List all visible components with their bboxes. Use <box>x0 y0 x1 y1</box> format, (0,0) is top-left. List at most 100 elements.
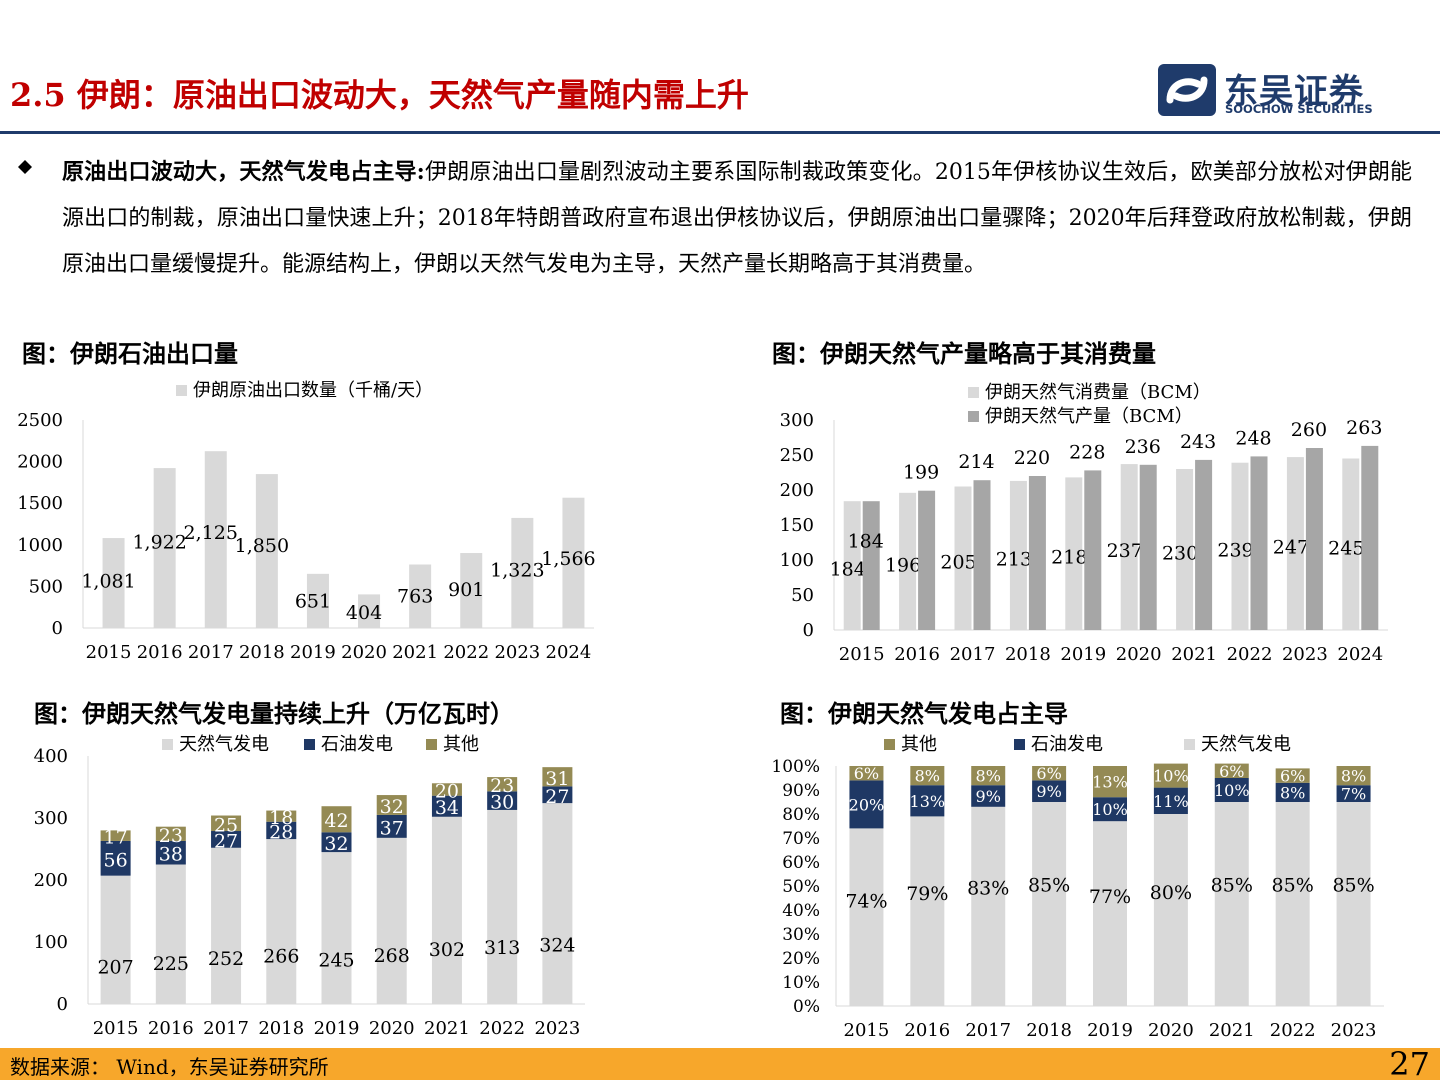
x-tick-label: 2023 <box>1282 644 1328 665</box>
stack-segment <box>376 837 407 1004</box>
data-label: 237 <box>1107 540 1143 562</box>
data-label: 20% <box>849 795 885 814</box>
bar <box>1065 477 1083 630</box>
stack-segment <box>376 814 407 838</box>
stack-segment <box>1093 821 1127 1006</box>
stack-segment <box>1214 763 1249 778</box>
x-tick-label: 2020 <box>369 1018 415 1039</box>
data-label: 13% <box>1092 773 1128 792</box>
data-label: 236 <box>1125 436 1161 458</box>
data-label: 23 <box>490 775 514 797</box>
x-tick-label: 2023 <box>1331 1020 1377 1041</box>
legend-swatch <box>968 411 979 422</box>
y-tick-label: 200 <box>34 870 68 891</box>
data-label: 199 <box>903 462 939 484</box>
stack-segment <box>542 786 573 804</box>
data-label: 85% <box>1332 875 1374 897</box>
y-tick-label: 100 <box>780 550 814 571</box>
bar <box>954 486 972 630</box>
stack-segment <box>211 815 242 832</box>
stack-segment <box>1214 802 1249 1006</box>
x-tick-label: 2016 <box>148 1018 194 1039</box>
stack-segment <box>487 791 518 810</box>
legend-swatch <box>884 739 895 750</box>
bar <box>1028 476 1046 630</box>
data-label: 23 <box>159 825 183 847</box>
data-label: 27 <box>545 786 569 808</box>
bullet-lead: 原油出口波动大，天然气发电占主导: <box>62 159 425 185</box>
bar <box>460 553 483 628</box>
stack-segment <box>1093 797 1127 822</box>
company-logo: 东吴证券 SOOCHOW SECURITIES <box>1158 62 1388 120</box>
stack-segment <box>211 847 242 1004</box>
bar <box>358 594 381 628</box>
y-tick-label: 0% <box>793 997 820 1017</box>
chart-power-share: 0% 10% 20% 30% 40% 50% 60% 70% 80% 90% 100% 2015 201… <box>771 734 1384 1041</box>
data-label: 8% <box>1341 767 1366 786</box>
data-label: 18 <box>269 807 293 829</box>
data-label: 205 <box>940 551 976 573</box>
data-label: 10% <box>1153 767 1189 786</box>
x-tick-label: 2024 <box>546 642 592 663</box>
stack-segment <box>487 809 518 1004</box>
stack-segment <box>971 785 1006 807</box>
legend-label: 石油发电 <box>321 734 393 755</box>
data-label: 85% <box>1272 875 1314 897</box>
bar <box>1139 464 1157 630</box>
legend-swatch <box>162 739 173 750</box>
x-tick-label: 2015 <box>844 1020 890 1041</box>
data-label: 266 <box>263 946 299 968</box>
stack-segment <box>376 795 407 815</box>
y-tick-label: 200 <box>780 480 814 501</box>
stack-segment <box>849 766 884 781</box>
x-tick-label: 2018 <box>258 1018 304 1039</box>
data-label: 247 <box>1273 537 1309 559</box>
x-tick-label: 2019 <box>1060 644 1106 665</box>
data-label: 74% <box>845 890 887 912</box>
bar <box>204 451 227 628</box>
x-tick-label: 2017 <box>188 642 234 663</box>
y-tick-label: 300 <box>780 410 814 431</box>
x-tick-label: 2023 <box>494 642 540 663</box>
data-label: 9% <box>1036 782 1061 801</box>
data-label: 11% <box>1153 792 1189 811</box>
data-label: 77% <box>1089 886 1131 908</box>
stack-segment <box>211 831 242 848</box>
footer-bar: 数据来源： Wind，东吴证券研究所 27 <box>0 1045 1440 1083</box>
data-label: 13% <box>910 792 946 811</box>
data-label: 302 <box>429 939 465 961</box>
bar <box>1176 469 1194 630</box>
data-label: 225 <box>153 953 189 975</box>
y-tick-label: 90% <box>782 781 820 801</box>
stack-segment <box>266 810 297 822</box>
y-tick-label: 100% <box>771 757 820 777</box>
legend-label: 天然气发电 <box>179 734 269 755</box>
data-label: 32 <box>324 833 348 855</box>
data-label: 196 <box>885 554 921 576</box>
y-tick-label: 30% <box>782 925 820 945</box>
bar <box>1120 464 1138 630</box>
data-label: 20 <box>435 780 459 802</box>
chart-oil-exports: 0 500 1000 1500 2000 2500 2015 2016 2017 2018 2019… <box>17 380 595 663</box>
stack-segment <box>155 826 186 841</box>
data-label: 10% <box>1092 800 1128 819</box>
x-tick-label: 2017 <box>950 644 996 665</box>
x-tick-label: 2019 <box>314 1018 360 1039</box>
data-label: 6% <box>1219 762 1244 781</box>
x-tick-label: 2020 <box>1148 1020 1194 1041</box>
stack-segment <box>1153 763 1188 788</box>
stack-segment <box>910 785 945 817</box>
logo-text-en: SOOCHOW SECURITIES <box>1225 102 1373 116</box>
legend-label: 伊朗天然气产量（BCM） <box>985 406 1193 427</box>
legend-label: 石油发电 <box>1031 734 1103 755</box>
y-tick-label: 50 <box>791 585 814 606</box>
stack-segment <box>266 821 297 840</box>
data-label: 10% <box>1214 781 1250 800</box>
x-tick-label: 2021 <box>392 642 438 663</box>
stack-segment <box>910 766 945 786</box>
bar <box>973 480 991 630</box>
x-tick-label: 2022 <box>443 642 489 663</box>
data-label: 1,323 <box>490 559 544 581</box>
figure-title-gas-prod-cons: 图：伊朗天然气产量略高于其消费量 <box>772 339 1156 368</box>
legend-swatch <box>304 739 315 750</box>
